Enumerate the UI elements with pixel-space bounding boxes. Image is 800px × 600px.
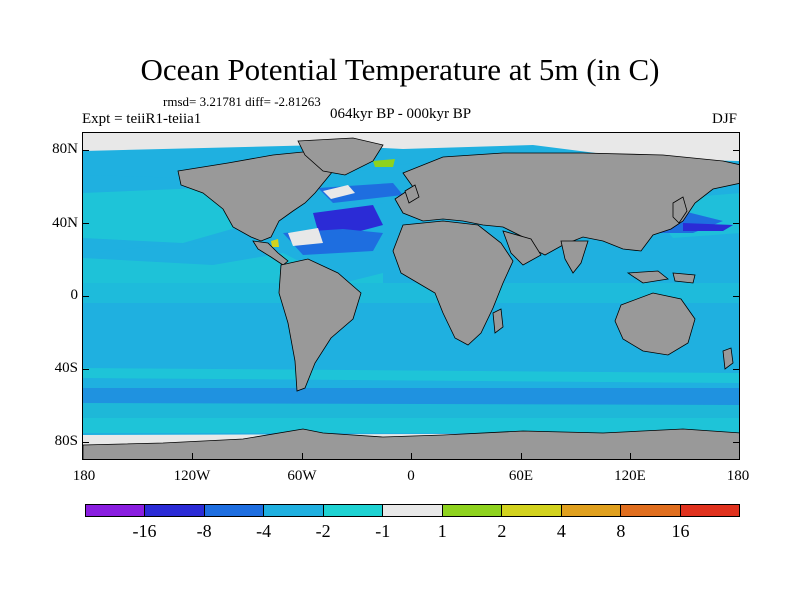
lat-tick: [82, 223, 89, 224]
land-masses: [83, 137, 739, 459]
lon-label-60w: 60W: [287, 468, 317, 484]
plot-title: Ocean Potential Temperature at 5m (in C): [140, 52, 660, 87]
colorbar-box: [442, 505, 503, 516]
lat-tick: [82, 150, 89, 151]
colorbar-label: 4: [556, 521, 566, 541]
period-label: 064kyr BP - 000kyr BP: [330, 106, 472, 122]
colorbar-label: 1: [437, 521, 447, 541]
lat-label-0: 0: [70, 287, 79, 303]
lat-tick: [82, 369, 89, 370]
colorbar-box: [204, 505, 265, 516]
lat-tick: [733, 223, 740, 224]
lon-tick: [630, 453, 631, 460]
madagascar: [492, 308, 504, 334]
experiment-label: Expt = teiiR1-teiia1: [82, 111, 202, 127]
colorbar-box: [86, 505, 146, 516]
north-america: [177, 150, 334, 242]
world-map: [82, 132, 740, 460]
africa: [392, 220, 514, 346]
lat-tick: [733, 369, 740, 370]
colorbar-box: [502, 505, 562, 516]
colorbar-label: 16: [671, 521, 690, 541]
lon-tick: [302, 453, 303, 460]
colorbar-box: [323, 505, 384, 516]
lat-tick: [733, 442, 740, 443]
british-isles: [404, 184, 420, 204]
colorbar-box: [680, 505, 739, 516]
map-canvas: [83, 133, 739, 459]
season-label: DJF: [712, 111, 738, 127]
lat-label-40n: 40N: [52, 215, 78, 231]
colorbar-box: [264, 505, 324, 516]
new-zealand: [722, 347, 734, 370]
indonesia: [626, 270, 669, 284]
greenland: [297, 137, 384, 176]
lat-label-40s: 40S: [54, 360, 78, 376]
lon-label-0: 0: [407, 468, 415, 484]
central-america: [252, 240, 289, 266]
colorbar: [85, 504, 740, 517]
colorbar-label: 2: [497, 521, 507, 541]
rmsd-diff-stats: rmsd= 3.21781 diff= -2.81263: [163, 94, 321, 109]
colorbar-box: [383, 505, 443, 516]
new-guinea: [672, 272, 696, 284]
colorbar-label: -1: [375, 521, 391, 541]
lat-tick: [82, 296, 89, 297]
colorbar-box: [561, 505, 622, 516]
colorbar-label: -16: [132, 521, 157, 541]
colorbar-label: -8: [196, 521, 212, 541]
lat-tick: [733, 150, 740, 151]
japan: [672, 196, 688, 224]
lon-label-120w: 120W: [173, 468, 211, 484]
south-america: [278, 258, 362, 392]
eurasia: [394, 152, 739, 256]
lat-label-80n: 80N: [52, 141, 78, 157]
lon-label-120e: 120E: [614, 468, 646, 484]
india: [560, 240, 589, 274]
colorbar-label: -2: [315, 521, 331, 541]
colorbar-label: 8: [616, 521, 626, 541]
lon-label-180e: 180: [726, 468, 750, 484]
lon-label-180w: 180: [72, 468, 96, 484]
arabia: [502, 230, 542, 266]
colorbar-box: [621, 505, 681, 516]
colorbar-box: [145, 505, 205, 516]
lon-tick: [521, 453, 522, 460]
australia: [614, 292, 696, 356]
lon-label-60e: 60E: [508, 468, 534, 484]
antarctica: [83, 428, 739, 459]
lat-tick: [733, 296, 740, 297]
colorbar-label: -4: [256, 521, 272, 541]
lat-tick: [82, 442, 89, 443]
lon-tick: [192, 453, 193, 460]
lat-label-80s: 80S: [54, 433, 78, 449]
lon-tick: [411, 453, 412, 460]
temperature-fields: [83, 133, 739, 459]
